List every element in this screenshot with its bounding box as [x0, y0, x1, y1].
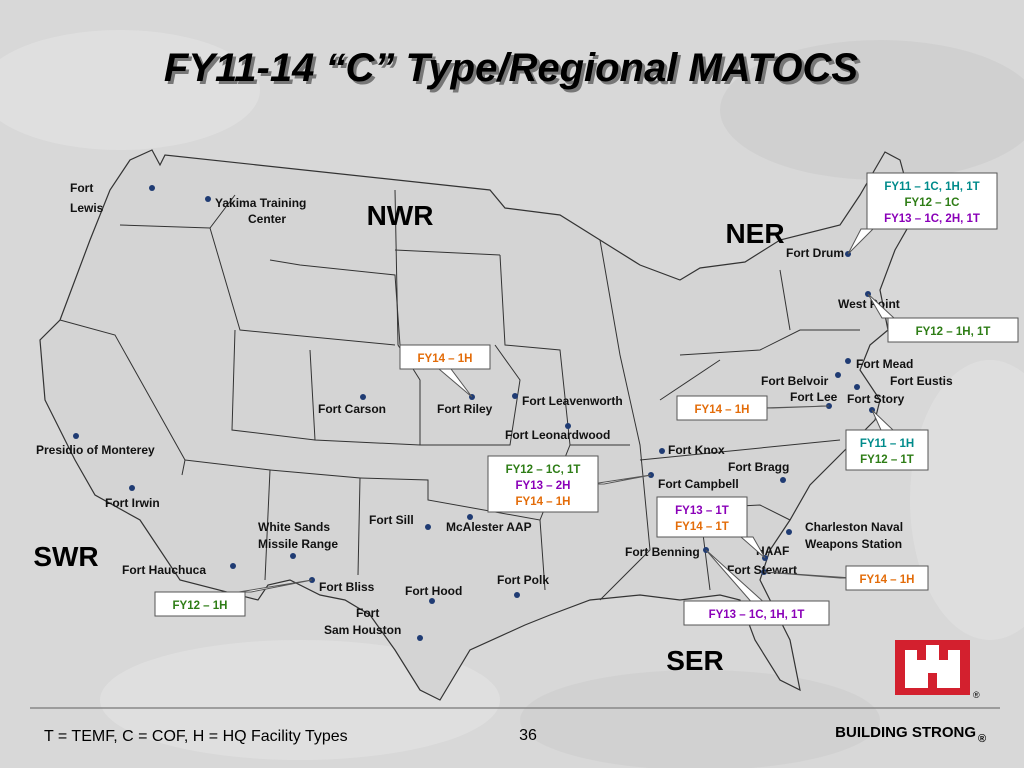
- callout-line: FY11 – 1C, 1H, 1T: [884, 181, 979, 193]
- installation-label: Sam Houston: [324, 623, 401, 637]
- installation-label: HAAF: [756, 544, 789, 558]
- callout-line: FY14 – 1H: [516, 496, 571, 508]
- installation-label: Fort: [70, 181, 93, 195]
- installation-label: Fort Story: [847, 392, 905, 406]
- region-label: SER: [666, 645, 724, 676]
- installation-label: Fort Eustis: [890, 374, 953, 388]
- callout-line: FY14 – 1H: [860, 574, 915, 586]
- installation-label: Fort Bragg: [728, 460, 789, 474]
- brand-mark: ®: [978, 733, 986, 745]
- page-number: 36: [519, 727, 537, 744]
- installation-label: Fort Carson: [318, 402, 386, 416]
- installation-label: Missile Range: [258, 537, 338, 551]
- installation-dot: [659, 448, 665, 454]
- region-label: SWR: [33, 541, 98, 572]
- callout-box: [845, 429, 929, 471]
- installation-label: Fort Stewart: [727, 563, 797, 577]
- callout-box: [656, 496, 748, 538]
- callout-box: [866, 172, 998, 230]
- logo-castle: [905, 645, 960, 688]
- callout-line: FY12 – 1C: [905, 197, 960, 209]
- installation-label: Charleston Naval: [805, 520, 903, 534]
- installation-dot: [417, 635, 423, 641]
- callout-box: [845, 565, 929, 591]
- callout-line: FY13 – 1C, 2H, 1T: [884, 213, 980, 225]
- installation-label: Center: [248, 212, 286, 226]
- brand: BUILDING STRONG: [835, 724, 976, 741]
- callout-line: FY12 – 1H: [173, 600, 228, 612]
- installation-label: Yakima Training: [215, 196, 306, 210]
- installation-label: West Point: [838, 297, 900, 311]
- callout-box: [887, 317, 1019, 343]
- callout-line: FY13 – 2H: [516, 480, 571, 492]
- callout-box: [399, 344, 491, 370]
- installation-label: Fort Belvoir: [761, 374, 829, 388]
- installation-label: Presidio of Monterey: [36, 443, 155, 457]
- installation-dot: [129, 485, 135, 491]
- title-shadow: FY11-14 “C” Type/Regional MATOCS: [167, 49, 862, 93]
- installation-label: Fort Hood: [405, 584, 462, 598]
- callout-line: FY13 – 1T: [675, 505, 729, 517]
- installation-label: Lewis: [70, 201, 104, 215]
- installation-dot: [835, 372, 841, 378]
- installation-label: McAlester AAP: [446, 520, 532, 534]
- callout-box: [154, 591, 246, 617]
- installation-label: Fort Mead: [856, 357, 913, 371]
- callout-line: FY12 – 1T: [860, 454, 914, 466]
- installation-label: Fort Irwin: [105, 496, 160, 510]
- callout-line: FY14 – 1T: [675, 521, 729, 533]
- installation-dot: [514, 592, 520, 598]
- installation-dot: [149, 185, 155, 191]
- region-label: NER: [725, 218, 784, 249]
- camo: [0, 30, 1024, 770]
- installation-dot: [467, 514, 473, 520]
- installation-dot: [205, 196, 211, 202]
- installation-label: Fort Lee: [790, 390, 838, 404]
- state-lines: [59, 189, 860, 601]
- installation-label: Fort Polk: [497, 573, 549, 587]
- logo-mark: ®: [973, 690, 980, 700]
- callout-line: FY12 – 1C, 1T: [506, 464, 581, 476]
- callout-line: FY12 – 1H, 1T: [916, 326, 991, 338]
- installation-dot: [854, 384, 860, 390]
- callout-box: [683, 600, 830, 626]
- map-layer: NWR NER SWR SER Fort Lewis Yakima Training Cent…: [33, 172, 1019, 676]
- installation-dot: [786, 529, 792, 535]
- us-map: [39, 149, 916, 701]
- callout-line: FY14 – 1H: [695, 404, 750, 416]
- installation-label: Fort Bliss: [319, 580, 375, 594]
- installation-dot: [512, 393, 518, 399]
- callout-line: FY13 – 1C, 1H, 1T: [709, 609, 805, 621]
- installation-label: Fort Drum: [786, 246, 844, 260]
- installation-label: Fort Sill: [369, 513, 414, 527]
- installation-label: Fort Riley: [437, 402, 493, 416]
- callout-box: [487, 455, 599, 513]
- installation-dot: [780, 477, 786, 483]
- installation-label: Fort Knox: [668, 443, 725, 457]
- installation-dot: [429, 598, 435, 604]
- callout-box: [676, 395, 768, 421]
- installation-label: Weapons Station: [805, 537, 902, 551]
- installation-label: Fort Leavenworth: [522, 394, 623, 408]
- region-label: NWR: [367, 200, 434, 231]
- callout-line: FY14 – 1H: [418, 353, 473, 365]
- installation-dot: [73, 433, 79, 439]
- installation-label: Fort Campbell: [658, 477, 739, 491]
- installation-label: Fort Leonardwood: [505, 428, 610, 442]
- installation-dot: [425, 524, 431, 530]
- installation-dot: [290, 553, 296, 559]
- installation-label: Fort Hauchuca: [122, 563, 206, 577]
- installation-dot: [845, 358, 851, 364]
- installation-label: Fort Benning: [625, 545, 700, 559]
- installation-dot: [360, 394, 366, 400]
- title: FY11-14 “C” Type/Regional MATOCS: [164, 46, 859, 90]
- installation-dot: [565, 423, 571, 429]
- footer-legend: T = TEMF, C = COF, H = HQ Facility Types: [44, 728, 348, 745]
- installation-label: Fort: [356, 606, 379, 620]
- installation-dot: [230, 563, 236, 569]
- callout-line: FY11 – 1H: [860, 438, 914, 450]
- installation-label: White Sands: [258, 520, 330, 534]
